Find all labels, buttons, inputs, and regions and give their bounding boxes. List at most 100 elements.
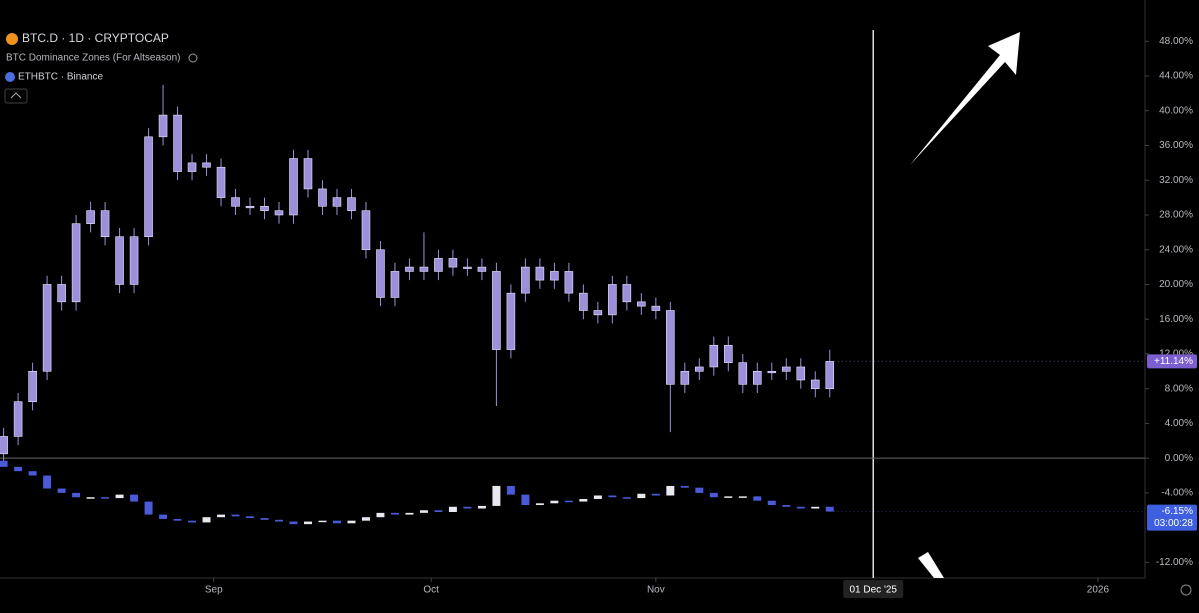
- candle-body: [550, 271, 559, 281]
- candle-body: [304, 521, 312, 525]
- candle-body: [622, 497, 631, 499]
- candle-body: [709, 492, 718, 498]
- candle-body: [202, 162, 211, 168]
- candle-body: [593, 495, 602, 499]
- candle-body: [767, 500, 776, 506]
- candle-body: [680, 485, 689, 488]
- candle-body: [376, 512, 385, 518]
- candle-body: [173, 518, 182, 521]
- candle-body: [564, 271, 574, 294]
- candle-body: [535, 266, 545, 281]
- candle-body: [390, 512, 399, 515]
- x-tick-label: Oct: [423, 585, 439, 596]
- y-tick-label: 4.00%: [1165, 418, 1193, 429]
- candle-body: [390, 271, 400, 298]
- candle-body: [738, 362, 748, 385]
- compare-symbol[interactable]: ETHBTC · Binance: [18, 72, 103, 83]
- candle-body: [637, 493, 646, 499]
- y-tick-label: 16.00%: [1159, 314, 1193, 325]
- candle-body: [477, 266, 487, 272]
- candle-body: [579, 292, 588, 311]
- candle-body: [521, 494, 530, 506]
- candle-body: [129, 236, 139, 285]
- collapse-icon[interactable]: [10, 92, 22, 99]
- candle-body: [260, 518, 269, 520]
- candle-body: [796, 506, 805, 509]
- candle-body: [666, 310, 675, 385]
- last-price-box: [1147, 504, 1197, 531]
- candle-body: [434, 258, 443, 272]
- compare-icon[interactable]: [5, 72, 15, 82]
- candle-body: [260, 205, 269, 211]
- candle-body: [71, 223, 81, 303]
- y-tick-label: 28.00%: [1159, 210, 1193, 221]
- candle-body: [144, 136, 153, 237]
- countdown-label: 03:00:28: [1154, 518, 1193, 529]
- candle-body: [724, 344, 733, 363]
- candle-body: [825, 361, 835, 389]
- candle-body: [825, 506, 834, 512]
- last-price-label: +11.14%: [1154, 356, 1193, 367]
- y-tick-label: 40.00%: [1159, 105, 1193, 116]
- chart-title[interactable]: BTC.D · 1D · CRYPTOCAP: [22, 31, 169, 45]
- x-tick-label: 2026: [1087, 585, 1110, 596]
- crosshair-label-box: [843, 580, 904, 598]
- candle-body: [419, 266, 429, 272]
- candle-body: [101, 497, 110, 499]
- candle-body: [115, 494, 124, 499]
- candle-body: [100, 210, 110, 237]
- candle-body: [782, 505, 791, 507]
- candle-body: [347, 197, 356, 211]
- candle-body: [651, 305, 661, 311]
- candle-body: [274, 210, 284, 216]
- candle-body: [405, 512, 414, 515]
- candle-body: [217, 514, 226, 518]
- candle-body: [810, 379, 820, 389]
- candle-body: [0, 436, 8, 455]
- y-tick-label: 48.00%: [1159, 36, 1193, 47]
- candle-body: [666, 485, 675, 496]
- y-tick-label: -12.00%: [1156, 557, 1193, 568]
- candle-body: [231, 514, 240, 517]
- candle-body: [535, 503, 544, 506]
- candle-body: [637, 301, 646, 307]
- candle-body: [767, 371, 777, 374]
- candle-body: [651, 493, 660, 496]
- collapse-button[interactable]: [4, 88, 28, 104]
- symbol-icon[interactable]: [6, 33, 18, 45]
- candle-body: [42, 284, 52, 372]
- study-name[interactable]: BTC Dominance Zones (For Altseason): [6, 53, 181, 64]
- candle-body: [361, 210, 371, 251]
- candle-body: [434, 510, 443, 512]
- candle-body: [753, 496, 762, 501]
- candle-body: [506, 292, 516, 350]
- candle-body: [43, 475, 52, 489]
- candle-body: [188, 520, 197, 523]
- candle-body: [57, 488, 66, 493]
- candle-body: [521, 266, 530, 294]
- candle-body: [57, 284, 66, 303]
- candle-body: [680, 371, 690, 385]
- crosshair-label: 01 Dec '25: [849, 585, 897, 596]
- candle-body: [347, 520, 356, 524]
- candle-body: [738, 496, 747, 498]
- candle-body: [448, 506, 457, 512]
- candle-body: [0, 460, 8, 467]
- settings-icon[interactable]: [1180, 584, 1192, 596]
- candle-body: [506, 485, 515, 495]
- candle-body: [144, 501, 153, 515]
- candle-body: [608, 495, 617, 498]
- candle-body: [28, 371, 37, 403]
- candle-body: [463, 266, 472, 269]
- candle-body: [724, 496, 733, 498]
- y-tick-label: -4.00%: [1161, 488, 1193, 499]
- drawn-arrow: [910, 32, 1020, 165]
- candle-body: [695, 487, 704, 493]
- visibility-icon[interactable]: [188, 53, 198, 63]
- candle-body: [275, 519, 283, 522]
- candle-body: [216, 166, 226, 198]
- candle-body: [376, 249, 385, 298]
- x-tick-label: Nov: [647, 585, 665, 596]
